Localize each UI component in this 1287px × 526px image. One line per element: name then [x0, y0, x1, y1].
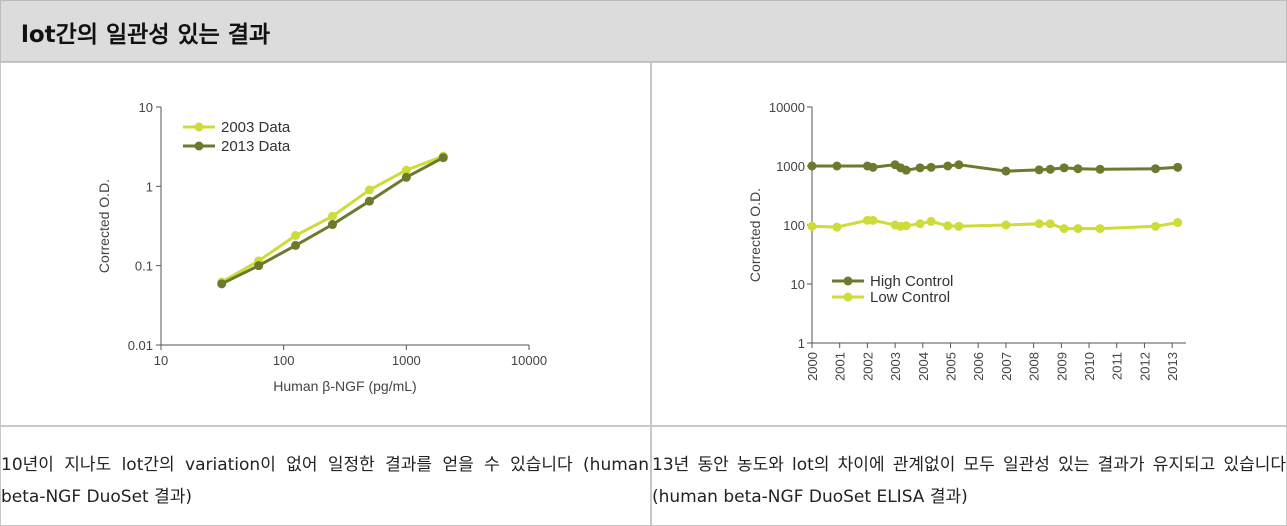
- caption-cell-left: 10년이 지나도 lot간의 variation이 없어 일정한 결과를 얻을 …: [0, 426, 651, 526]
- data-point-1: [1045, 164, 1055, 174]
- x-tick-label: 10: [154, 353, 168, 368]
- data-point-2: [1034, 219, 1044, 229]
- data-point-2: [1073, 224, 1083, 234]
- data-point-1: [1173, 162, 1183, 172]
- caption-cell-right: 13년 동안 농도와 lot의 차이에 관계없이 모두 일관성 있는 결과가 유…: [651, 426, 1287, 526]
- x-tick-label: 2005: [944, 352, 959, 381]
- data-point-2: [954, 221, 964, 231]
- data-point-2: [438, 153, 448, 163]
- data-point-1: [1059, 163, 1069, 173]
- data-point-1: [327, 211, 337, 221]
- caption-left: 10년이 지나도 lot간의 variation이 없어 일정한 결과를 얻을 …: [1, 455, 649, 507]
- x-tick-label: 2002: [860, 352, 875, 381]
- data-point-1: [1095, 164, 1105, 174]
- data-point-2: [217, 279, 227, 289]
- legend-label-2: 2013 Data: [221, 138, 291, 155]
- x-tick-label: 2013: [1165, 352, 1180, 381]
- data-point-1: [1151, 164, 1161, 174]
- data-point-2: [901, 221, 911, 231]
- data-point-2: [1001, 220, 1011, 230]
- data-point-2: [254, 261, 264, 271]
- y-tick-label: 1: [146, 179, 153, 194]
- x-tick-label: 2001: [833, 352, 848, 381]
- data-point-1: [291, 231, 301, 241]
- x-tick-label: 2011: [1110, 352, 1125, 380]
- data-point-2: [868, 215, 878, 225]
- data-point-2: [832, 222, 842, 232]
- x-axis-label: Human β-NGF (pg/mL): [273, 378, 416, 394]
- data-point-1: [926, 162, 936, 172]
- y-tick-label: 10000: [769, 100, 805, 115]
- legend-marker-2: [194, 141, 204, 151]
- legend-label-1: High Control: [870, 273, 953, 290]
- data-point-1: [364, 185, 374, 195]
- data-point-2: [364, 196, 374, 206]
- legend-marker-1: [194, 122, 204, 132]
- y-tick-label: 10: [791, 277, 805, 292]
- data-point-2: [926, 216, 936, 226]
- lot-comparison-chart: 0.01 0.1 1 10 10 100 1000 10000 Human β-NGF (pg/…: [96, 100, 547, 394]
- legend-marker-1: [843, 276, 853, 286]
- legend-label-1: 2003 Data: [221, 119, 291, 136]
- data-point-1: [943, 161, 953, 171]
- data-point-1: [954, 160, 964, 170]
- legend-label-2: Low Control: [870, 289, 950, 306]
- data-point-2: [1173, 218, 1183, 228]
- data-point-1: [1073, 164, 1083, 174]
- data-point-2: [807, 221, 817, 231]
- x-tick-label: 2012: [1137, 352, 1152, 381]
- y-tick-label: 0.1: [135, 259, 153, 274]
- legend-marker-2: [843, 292, 853, 302]
- chart-cell-control-trend: 1 10 100 1000 10000 2000 2001 2002 2003 2004 2005 2…: [651, 62, 1287, 426]
- data-point-2: [1151, 221, 1161, 231]
- y-tick-label: 0.01: [128, 338, 153, 353]
- x-tick-label: 2004: [916, 352, 931, 381]
- y-tick-label: 10: [139, 100, 153, 115]
- x-tick-label: 2006: [971, 352, 986, 381]
- x-tick-label: 100: [273, 353, 295, 368]
- x-tick-label: 10000: [511, 353, 547, 368]
- data-point-2: [291, 240, 301, 250]
- data-point-1: [915, 163, 925, 173]
- x-tick-label: 2007: [999, 352, 1014, 381]
- data-point-2: [943, 221, 953, 231]
- data-point-1: [1001, 166, 1011, 176]
- y-tick-label: 1: [798, 336, 805, 351]
- section-title: lot간의 일관성 있는 결과: [21, 22, 271, 48]
- x-tick-label: 2009: [1054, 352, 1069, 381]
- data-point-2: [1095, 224, 1105, 234]
- data-point-1: [401, 165, 411, 175]
- x-tick-label: 2003: [888, 352, 903, 381]
- data-point-1: [832, 161, 842, 171]
- data-point-2: [327, 220, 337, 230]
- data-point-2: [401, 172, 411, 182]
- data-point-1: [1034, 165, 1044, 175]
- y-axis-label: Corrected O.D.: [96, 179, 112, 273]
- data-point-1: [807, 161, 817, 171]
- data-point-2: [1045, 219, 1055, 229]
- x-tick-label: 2000: [805, 352, 820, 381]
- caption-right: 13년 동안 농도와 lot의 차이에 관계없이 모두 일관성 있는 결과가 유…: [652, 455, 1286, 507]
- y-tick-label: 100: [783, 218, 805, 233]
- y-tick-label: 1000: [776, 159, 805, 174]
- data-point-2: [1059, 224, 1069, 234]
- section-header: lot간의 일관성 있는 결과: [0, 0, 1287, 62]
- chart-cell-lot-comparison: 0.01 0.1 1 10 10 100 1000 10000 Human β-NGF (pg/…: [0, 62, 651, 426]
- x-tick-label: 2008: [1027, 352, 1042, 381]
- x-tick-label: 2010: [1082, 352, 1097, 381]
- x-tick-label: 1000: [392, 353, 421, 368]
- control-trend-chart: 1 10 100 1000 10000 2000 2001 2002 2003 2004 2005 2…: [747, 100, 1186, 381]
- y-axis-label: Corrected O.D.: [747, 188, 763, 282]
- data-point-1: [901, 165, 911, 175]
- data-point-2: [915, 219, 925, 229]
- data-point-1: [868, 162, 878, 172]
